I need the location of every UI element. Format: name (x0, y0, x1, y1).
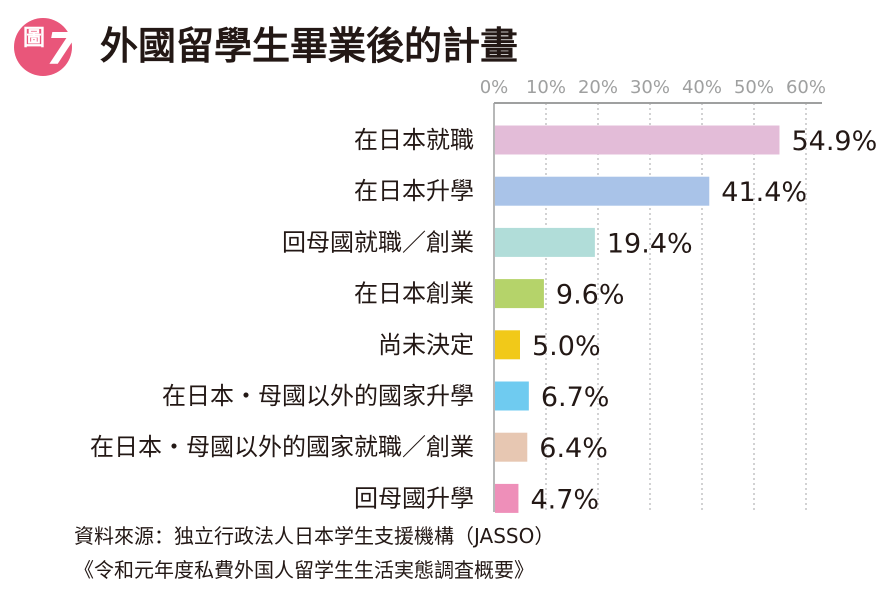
value-label: 5.0% (532, 331, 601, 362)
x-tick-label: 20% (578, 77, 618, 98)
bar (495, 279, 544, 309)
category-label: 在日本創業 (354, 280, 474, 308)
value-label: 19.4% (607, 228, 693, 259)
category-label: 在日本・母國以外的國家升學 (162, 382, 474, 410)
value-label: 6.7% (541, 382, 610, 413)
badge-number: 7 (46, 24, 77, 75)
x-tick-label: 50% (734, 77, 774, 98)
bar (495, 330, 520, 360)
category-label: 在日本就職 (354, 126, 474, 154)
value-label: 9.6% (556, 280, 625, 311)
value-label: 54.9% (791, 126, 877, 157)
category-label: 在日本・母國以外的國家就職／創業 (90, 433, 474, 461)
badge-word: 圖 (23, 26, 46, 51)
value-label: 4.7% (530, 484, 599, 515)
x-tick-label: 60% (786, 77, 826, 98)
source-publication: 《令和元年度私費外国人留学生生活実態調査概要》 (74, 558, 534, 582)
value-label: 41.4% (721, 177, 807, 208)
bar (495, 125, 780, 155)
category-label: 回母國升學 (354, 484, 474, 512)
chart-title: 外國留學生畢業後的計畫 (100, 24, 519, 68)
x-tick-label: 0% (480, 77, 509, 98)
bar-chart: 0% 10% 20% 30% 40% 50% 60% 在日本就職 54.9% 在日本升學 41.4%… (90, 77, 877, 515)
source-line: 資料來源：独立行政法人日本学生支援機構（JASSO） (74, 524, 555, 548)
bar (495, 176, 710, 206)
bar (495, 432, 528, 462)
category-label: 在日本升學 (354, 177, 474, 205)
value-label: 6.4% (539, 433, 608, 464)
category-label: 回母國就職／創業 (282, 228, 474, 256)
bar (495, 227, 595, 257)
x-tick-label: 40% (682, 77, 722, 98)
x-tick-label: 30% (630, 77, 670, 98)
figure-badge: 圖 7 (14, 18, 90, 76)
x-tick-label: 10% (526, 77, 566, 98)
source-note: 資料來源：独立行政法人日本学生支援機構（JASSO） 《令和元年度私費外国人留学… (74, 522, 555, 582)
category-label: 尚未決定 (378, 331, 474, 359)
badge-circle (14, 18, 72, 76)
bar (495, 483, 519, 513)
bar (495, 381, 529, 411)
